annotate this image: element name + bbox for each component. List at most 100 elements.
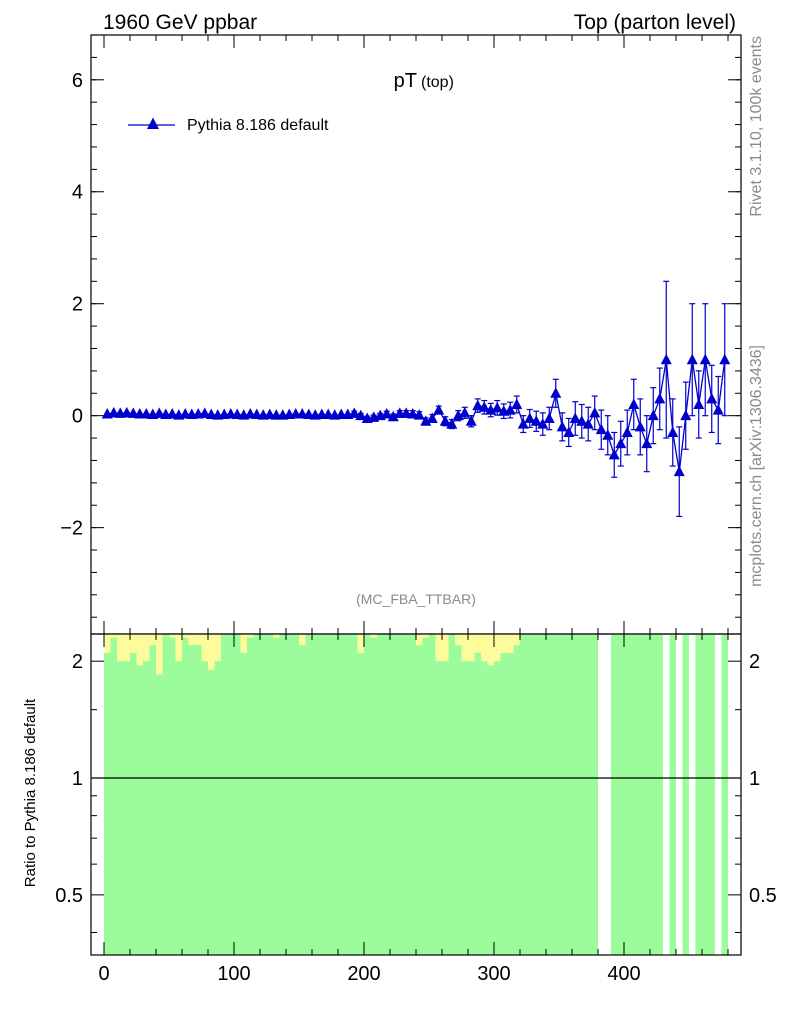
data-point [556,420,568,432]
uncertainty-band-inner [591,634,598,955]
data-point [550,387,562,398]
uncertainty-band-inner [370,637,377,955]
uncertainty-band-inner [526,634,533,955]
main-plot-panel: −2 0 2 4 6 pT (top) (MC_FBA_TTBAR) Pythia 8.… [60,34,742,635]
y-tick-label: 6 [72,70,83,92]
data-point [634,420,646,432]
uncertainty-band-inner [162,634,169,955]
uncertainty-band-inner [299,645,306,955]
data-point [478,401,490,412]
uncertainty-band-inner [273,637,280,955]
uncertainty-band-inner [702,634,709,955]
data-point [524,412,536,423]
data-point [719,353,731,365]
uncertainty-band-inner [201,661,208,955]
uncertainty-band-inner [494,661,501,955]
uncertainty-band-inner [520,634,527,955]
data-point [699,353,711,365]
data-point [537,418,549,429]
uncertainty-band-inner [331,634,338,955]
data-point [647,409,659,421]
uncertainty-band-inner [357,652,364,955]
uncertainty-band-inner [481,661,488,955]
uncertainty-band-inner [468,661,475,955]
ratio-y-tick-label-right: 2 [749,651,760,673]
uncertainty-band-inner [279,634,286,955]
uncertainty-band-inner [344,634,351,955]
uncertainty-band-inner [474,652,481,955]
data-point [530,415,542,426]
uncertainty-band-inner [695,634,702,955]
uncertainty-band-inner [416,645,423,955]
data-point [511,398,523,409]
uncertainty-band-inner [487,665,494,955]
data-point [517,418,529,429]
x-tick-label: 300 [477,963,510,985]
y-tick-label: 0 [72,406,83,428]
rivet-label: Rivet 3.1.10, 100k events [748,36,765,217]
data-point [459,406,471,418]
uncertainty-band-inner [377,634,384,955]
ratio-y-tick-label: 0.5 [55,885,83,907]
uncertainty-band-inner [390,634,397,955]
x-tick-label: 200 [347,963,380,985]
data-point [660,353,672,365]
uncertainty-band-inner [305,634,312,955]
ratio-y-tick-label: 1 [72,768,83,790]
uncertainty-band-inner [227,634,234,955]
data-point [153,407,165,418]
uncertainty-band-inner [637,634,644,955]
uncertainty-band-inner [149,645,156,955]
y-tick-label: −2 [60,518,83,540]
ratio-frame [90,633,742,956]
uncertainty-band-inner [435,661,442,955]
uncertainty-band-inner [292,634,299,955]
uncertainty-band-inner [409,634,416,955]
data-point [602,429,614,440]
legend: Pythia 8.186 default [128,117,329,134]
uncertainty-band-inner [383,634,390,955]
uncertainty-band-inner [318,634,325,955]
data-point [667,426,679,437]
uncertainty-band-inner [221,634,228,955]
data-point [199,407,211,418]
uncertainty-band-inner [253,634,260,955]
uncertainty-band-inner [312,634,319,955]
uncertainty-band-inner [513,645,520,955]
uncertainty-band-inner [208,669,215,955]
uncertainty-band-inner [669,634,676,955]
data-point [641,437,653,449]
data-point [693,398,705,409]
data-point [504,404,516,415]
data-point [608,448,620,460]
data-point [543,412,555,423]
uncertainty-band-inner [578,634,585,955]
legend-label: Pythia 8.186 default [187,117,329,134]
uncertainty-band-inner [500,652,507,955]
uncertainty-band-inner [396,634,403,955]
header-left: 1960 GeV ppbar [103,11,257,34]
data-point [582,418,594,429]
ratio-y-tick-label-right: 0.5 [749,885,777,907]
ratio-y-tick-label: 2 [72,651,83,673]
data-point [387,410,399,422]
uncertainty-band-inner [611,634,618,955]
uncertainty-band-inner [123,661,130,955]
data-point [706,392,718,404]
uncertainty-band-inner [214,661,221,955]
data-point [569,412,581,423]
data-point [348,407,360,418]
uncertainty-band-inner [325,634,332,955]
data-point [621,426,633,437]
header-right: Top (parton level) [574,11,736,34]
data-point [452,409,464,421]
uncertainty-band-inner [455,645,462,955]
uncertainty-band-inner [175,661,182,955]
ratio-plot-panel: 0.5 0.5 1 1 2 2 0 100 200 300 400 Ratio to Pythia … [22,633,777,985]
uncertainty-band-inner [240,652,247,955]
analysis-label: (MC_FBA_TTBAR) [356,591,476,607]
data-point [712,404,724,415]
uncertainty-band-inner [624,634,631,955]
data-point [686,353,698,365]
